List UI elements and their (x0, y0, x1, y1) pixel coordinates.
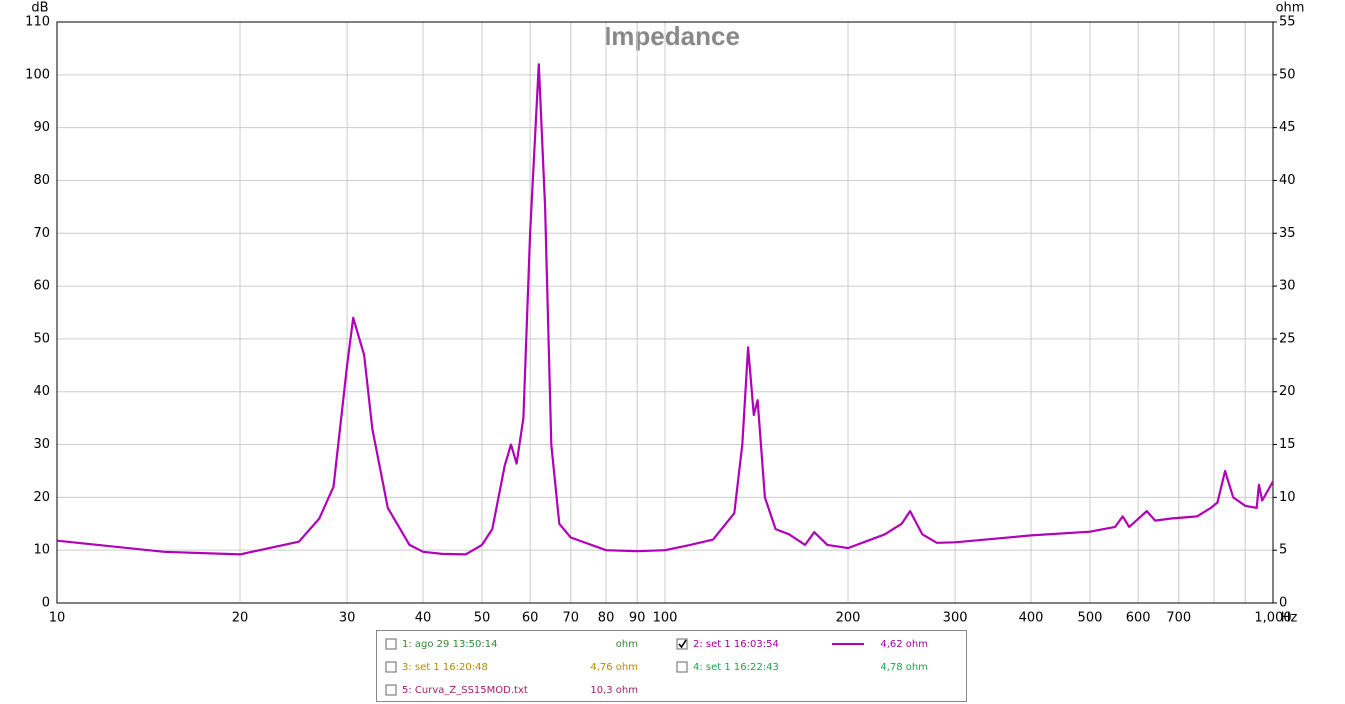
plot-border (56, 21, 1274, 604)
legend-name: 5: Curva_Z_SS15MOD.txt (402, 685, 528, 696)
legend-value: ohm (616, 639, 638, 650)
x-tick-label: 200 (836, 611, 861, 626)
x-tick-label: 70 (563, 611, 580, 626)
y2-tick-label: 5 (1279, 543, 1287, 558)
x-tick-label: 80 (598, 611, 615, 626)
x-tick-label: 500 (1078, 611, 1103, 626)
x-tick-label: 40 (415, 611, 432, 626)
x-tick-label: 20 (232, 611, 249, 626)
legend-value: 4,62 ohm (880, 639, 928, 650)
y-tick-label: 80 (33, 173, 50, 188)
legend-box (376, 630, 967, 702)
y-tick-label: 60 (33, 279, 50, 294)
y-tick-label: 50 (33, 331, 50, 346)
legend-value: 4,76 ohm (590, 662, 638, 673)
y-tick-label: 30 (33, 437, 50, 452)
y2-tick-label: 30 (1279, 279, 1296, 294)
y-tick-label: 10 (33, 543, 50, 558)
y-axis-label: dB (31, 1, 48, 16)
y2-tick-label: 35 (1279, 226, 1296, 241)
y2-tick-label: 20 (1279, 384, 1296, 399)
x-tick-label: 1,000 (1254, 611, 1291, 626)
impedance-line (56, 63, 1274, 556)
legend-name: 4: set 1 16:22:43 (693, 662, 779, 673)
x-axis-label: Hz (1281, 611, 1298, 626)
x-tick-label: 10 (49, 611, 66, 626)
legend-value: 10,3 ohm (590, 685, 638, 696)
y2-tick-label: 45 (1279, 120, 1296, 135)
y2-tick-label: 15 (1279, 437, 1296, 452)
y-tick-label: 40 (33, 384, 50, 399)
y-tick-label: 90 (33, 120, 50, 135)
legend-value: 4,78 ohm (880, 662, 928, 673)
legend-checkbox[interactable] (385, 684, 397, 696)
x-tick-label: 50 (474, 611, 491, 626)
y-tick-label: 70 (33, 226, 50, 241)
legend-name: 2: set 1 16:03:54 (693, 639, 779, 650)
y2-tick-label: 40 (1279, 173, 1296, 188)
x-tick-label: 30 (339, 611, 356, 626)
legend-checkbox[interactable] (385, 661, 397, 673)
y-tick-label: 110 (25, 15, 50, 30)
y2-axis-label: ohm (1276, 1, 1305, 16)
x-tick-label: 100 (653, 611, 678, 626)
legend-name: 1: ago 29 13:50:14 (402, 639, 498, 650)
y-tick-label: 0 (42, 596, 50, 611)
y2-tick-label: 0 (1279, 596, 1287, 611)
legend-checkbox[interactable] (385, 638, 397, 650)
y-tick-label: 20 (33, 490, 50, 505)
y-tick-label: 100 (25, 67, 50, 82)
y2-tick-label: 10 (1279, 490, 1296, 505)
x-tick-label: 90 (629, 611, 646, 626)
legend-name: 3: set 1 16:20:48 (402, 662, 488, 673)
legend-checkbox[interactable] (676, 638, 688, 650)
legend-checkbox[interactable] (676, 661, 688, 673)
y2-tick-label: 50 (1279, 67, 1296, 82)
y2-tick-label: 25 (1279, 331, 1296, 346)
x-tick-label: 300 (943, 611, 968, 626)
x-tick-label: 600 (1126, 611, 1151, 626)
x-tick-label: 400 (1019, 611, 1044, 626)
chart-title: Impedance (604, 21, 740, 51)
x-tick-label: 60 (522, 611, 539, 626)
x-tick-label: 700 (1166, 611, 1191, 626)
legend-checkmark (678, 639, 687, 649)
y2-tick-label: 55 (1279, 15, 1296, 30)
